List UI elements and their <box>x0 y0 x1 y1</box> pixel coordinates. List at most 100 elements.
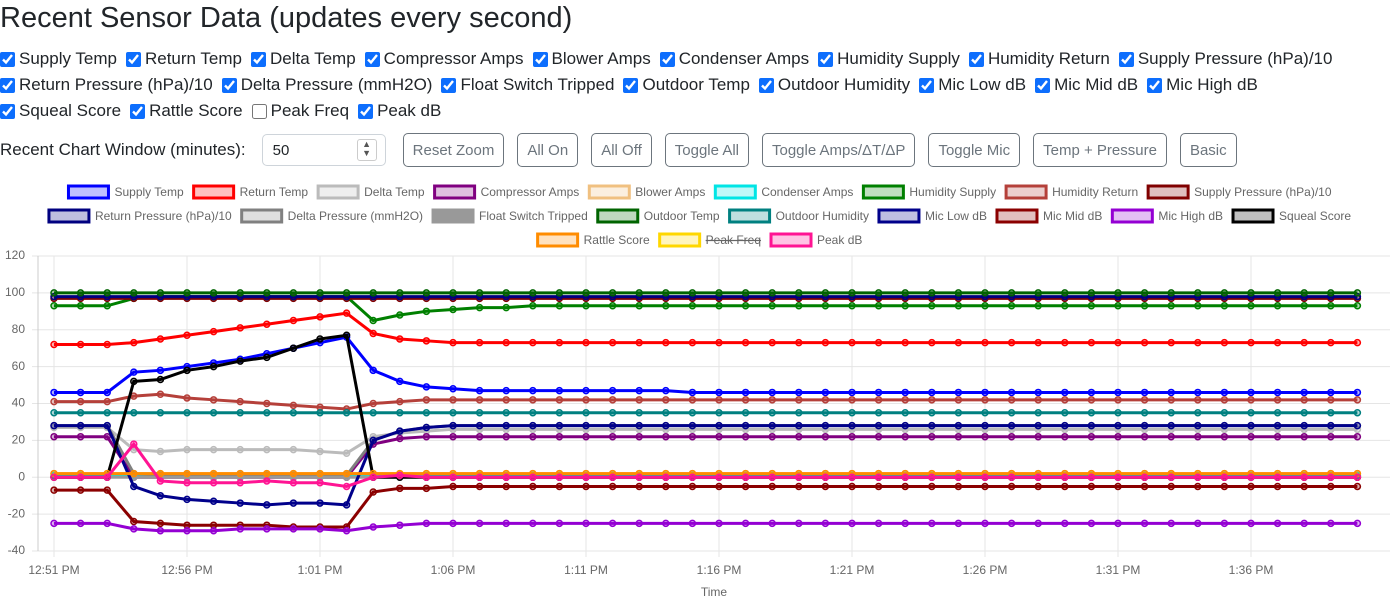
checkbox[interactable] <box>221 77 237 93</box>
data-point <box>582 473 590 481</box>
y-tick-label: 100 <box>5 285 25 299</box>
data-point <box>874 482 883 491</box>
series-toggle[interactable]: Supply Temp <box>0 48 117 70</box>
checkbox[interactable] <box>250 51 266 67</box>
series-toggle[interactable]: Peak Freq <box>251 100 349 122</box>
series-toggle[interactable]: Mic Low dB <box>919 74 1026 96</box>
checkbox[interactable] <box>441 77 457 93</box>
data-point <box>183 331 191 340</box>
window-input[interactable]: 50 ▲ ▼ <box>261 134 386 166</box>
button[interactable]: Reset Zoom <box>402 133 505 167</box>
button[interactable]: All On <box>517 133 579 167</box>
data-point <box>608 482 617 491</box>
data-point <box>901 408 909 417</box>
data-point <box>209 479 218 487</box>
legend-item: Float Switch Tripped <box>431 208 588 224</box>
checkbox[interactable] <box>919 77 935 93</box>
checkbox[interactable] <box>364 51 380 67</box>
data-point <box>1140 482 1149 491</box>
series-toggle[interactable]: Return Pressure (hPa)/10 <box>0 74 213 96</box>
series-toggle[interactable]: Peak dB <box>358 100 441 122</box>
data-point <box>901 519 909 528</box>
data-point <box>1220 289 1229 297</box>
checkbox[interactable] <box>532 51 548 67</box>
data-point <box>821 519 830 528</box>
series-toggle[interactable]: Blower Amps <box>532 48 651 70</box>
series-toggle[interactable]: Outdoor Humidity <box>758 74 910 96</box>
button[interactable]: All Off <box>591 133 652 167</box>
data-point <box>608 421 617 430</box>
data-point <box>1087 482 1096 491</box>
data-point <box>1167 473 1175 481</box>
checkbox[interactable] <box>0 103 15 119</box>
data-point <box>795 388 803 397</box>
data-point <box>369 408 377 417</box>
checkbox[interactable] <box>818 51 834 67</box>
data-point <box>608 432 617 441</box>
series-toggle[interactable]: Outdoor Temp <box>623 74 750 96</box>
data-point <box>1327 338 1335 347</box>
legend-swatch <box>596 208 640 224</box>
legend-label: Condenser Amps <box>761 185 853 199</box>
series-toggle[interactable]: Rattle Score <box>130 100 243 122</box>
checkbox[interactable] <box>130 103 146 119</box>
button[interactable]: Toggle Amps/ΔT/ΔP <box>762 133 916 167</box>
checkbox[interactable] <box>358 103 374 119</box>
series-toggle[interactable]: Supply Pressure (hPa)/10 <box>1118 48 1332 70</box>
button[interactable]: Temp + Pressure <box>1033 133 1167 167</box>
y-tick-label: 60 <box>12 359 26 373</box>
button[interactable]: Toggle All <box>664 133 749 167</box>
checkbox[interactable] <box>125 51 141 67</box>
checkbox[interactable] <box>968 51 984 67</box>
series-toggle[interactable]: Return Temp <box>125 48 242 70</box>
series-toggle[interactable]: Mic Mid dB <box>1035 74 1138 96</box>
button[interactable]: Basic <box>1179 133 1237 167</box>
data-point <box>50 408 58 417</box>
checkbox[interactable] <box>623 77 639 93</box>
series-toggle[interactable]: Squeal Score <box>0 100 121 122</box>
checkbox[interactable] <box>758 77 774 93</box>
data-point <box>422 307 431 316</box>
data-point <box>342 309 351 317</box>
spinner[interactable]: ▲ ▼ <box>356 139 377 161</box>
data-point <box>715 408 723 417</box>
checkbox[interactable] <box>251 103 267 119</box>
legend-swatch <box>1004 184 1048 200</box>
data-point <box>1007 473 1016 481</box>
series-toggle[interactable]: Float Switch Tripped <box>441 74 614 96</box>
data-point <box>795 432 803 441</box>
data-point <box>130 289 138 297</box>
series-toggle[interactable]: Humidity Supply <box>818 48 960 70</box>
series-toggle[interactable]: Delta Temp <box>250 48 356 70</box>
checkbox[interactable] <box>1147 77 1163 93</box>
series-toggle[interactable]: Mic High dB <box>1147 74 1258 96</box>
data-point <box>103 486 111 494</box>
checkbox[interactable] <box>1035 77 1051 93</box>
checkbox[interactable] <box>0 51 15 67</box>
data-point <box>209 327 218 336</box>
button[interactable]: Toggle Mic <box>928 133 1021 167</box>
series-toggle[interactable]: Humidity Return <box>968 48 1110 70</box>
data-point <box>1353 338 1362 347</box>
series-toggle[interactable]: Condenser Amps <box>659 48 809 70</box>
data-point <box>1167 302 1175 310</box>
data-point <box>103 473 111 481</box>
legend-swatch <box>877 208 921 224</box>
data-point <box>1353 396 1362 404</box>
legend-label: Humidity Supply <box>909 185 996 199</box>
data-point <box>1327 302 1335 310</box>
data-point <box>236 499 244 507</box>
data-point <box>76 421 85 430</box>
data-point <box>1140 519 1149 528</box>
series-toggle[interactable]: Delta Pressure (mmH2O) <box>221 74 432 96</box>
series-toggle[interactable]: Compressor Amps <box>364 48 524 70</box>
checkbox[interactable] <box>0 77 15 93</box>
data-point <box>688 289 697 297</box>
data-point <box>954 421 963 430</box>
checkbox[interactable] <box>1118 51 1134 67</box>
checkbox[interactable] <box>659 51 675 67</box>
data-point <box>236 324 244 332</box>
data-point <box>289 289 298 297</box>
data-point <box>502 303 510 312</box>
data-point <box>635 302 643 310</box>
